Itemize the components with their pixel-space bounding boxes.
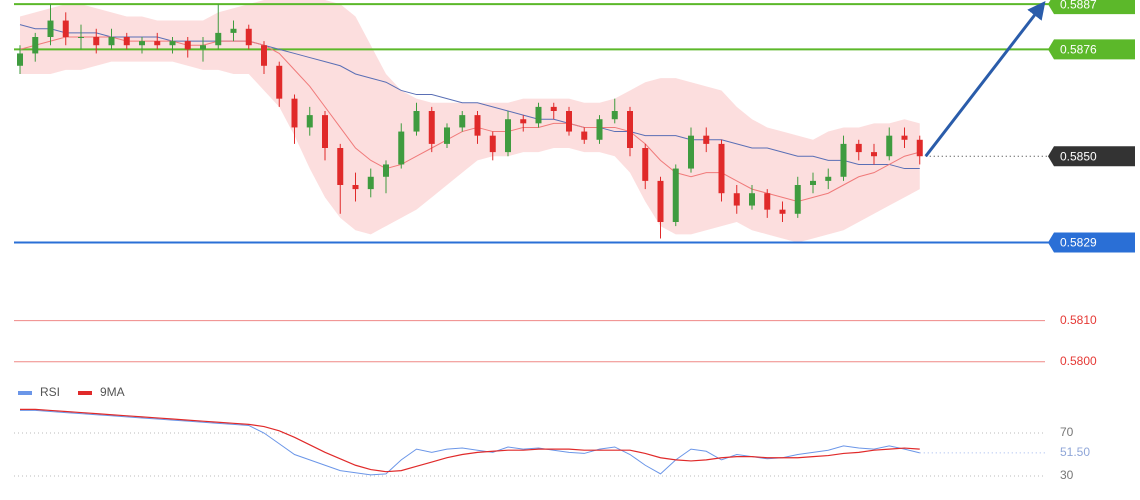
legend-label: 9MA <box>100 385 125 399</box>
level-label: 0.5810 <box>1060 313 1097 327</box>
candle-body <box>779 209 786 214</box>
candle-body <box>489 135 496 153</box>
level-label: 0.5876 <box>1060 43 1097 57</box>
candle-body <box>32 37 39 54</box>
candle-body <box>306 115 313 128</box>
candle-body <box>627 111 633 148</box>
candle-body <box>825 176 832 181</box>
candle-body <box>581 131 588 140</box>
level-label: 0.5829 <box>1060 236 1097 250</box>
candle-body <box>474 115 481 136</box>
candle-body <box>611 111 618 120</box>
candle-body <box>93 37 100 46</box>
candle-body <box>642 148 649 181</box>
candle-body <box>886 135 893 157</box>
candle-body <box>520 119 527 124</box>
candle-body <box>444 127 450 144</box>
candle-body <box>916 139 923 157</box>
candle-body <box>139 41 145 46</box>
indicator-line <box>20 408 920 473</box>
forecast-arrow <box>924 0 1046 158</box>
candle-body <box>169 41 176 46</box>
level-label: 0.5887 <box>1060 0 1097 11</box>
candle-body <box>108 37 115 46</box>
candle-body <box>352 185 359 190</box>
level-label: 0.5800 <box>1060 354 1097 368</box>
candle-body <box>703 135 710 144</box>
candle-body <box>505 119 511 153</box>
candle-body <box>901 135 908 140</box>
level-label: 0.5850 <box>1060 149 1097 163</box>
candle-body <box>47 20 54 37</box>
candle-body <box>749 193 755 206</box>
level-label-box <box>1048 39 1135 60</box>
candle-body <box>718 143 725 194</box>
candle-body <box>17 53 23 66</box>
y-tick-label: 70 <box>1060 425 1074 439</box>
bollinger-band <box>20 0 920 243</box>
candle-body <box>123 37 130 46</box>
candle-body <box>733 193 740 206</box>
candle-body <box>62 20 69 37</box>
candle-body <box>596 119 603 140</box>
candle-body <box>855 143 862 153</box>
level-label-box <box>1048 146 1135 167</box>
candle-body <box>764 193 771 210</box>
candle-body <box>688 135 694 169</box>
candle-body <box>550 106 557 111</box>
candle-body <box>154 41 161 46</box>
candle-body <box>810 180 816 185</box>
candle-body <box>794 185 801 214</box>
candle-body <box>459 115 466 128</box>
legend-label: RSI <box>40 385 60 399</box>
indicator-line <box>20 409 920 476</box>
candle-body <box>200 45 206 50</box>
level-label-box <box>1048 0 1135 15</box>
candle-body <box>276 65 283 99</box>
level-label-box <box>1048 232 1135 253</box>
candle-body <box>215 32 222 46</box>
candle-body <box>184 41 191 50</box>
candle-body <box>657 180 664 222</box>
candle-body <box>322 115 328 148</box>
candle-body <box>230 28 237 33</box>
candle-body <box>337 148 344 185</box>
moving-average <box>19 24 920 170</box>
candle-body <box>398 131 405 165</box>
candle-body <box>291 98 298 128</box>
candle-body <box>383 164 389 177</box>
candle-body <box>566 111 572 132</box>
candle-body <box>78 37 84 38</box>
candle-body <box>535 106 542 124</box>
candle-body <box>413 111 420 132</box>
candle-body <box>245 28 252 46</box>
candle-body <box>840 143 847 177</box>
candle-body <box>428 111 435 144</box>
candle-body <box>672 168 679 222</box>
candle-body <box>261 45 267 66</box>
y-tick-label: 30 <box>1060 468 1074 482</box>
candle-body <box>871 152 877 157</box>
candle-body <box>367 176 374 190</box>
last-value-label: 51.50 <box>1060 445 1090 459</box>
